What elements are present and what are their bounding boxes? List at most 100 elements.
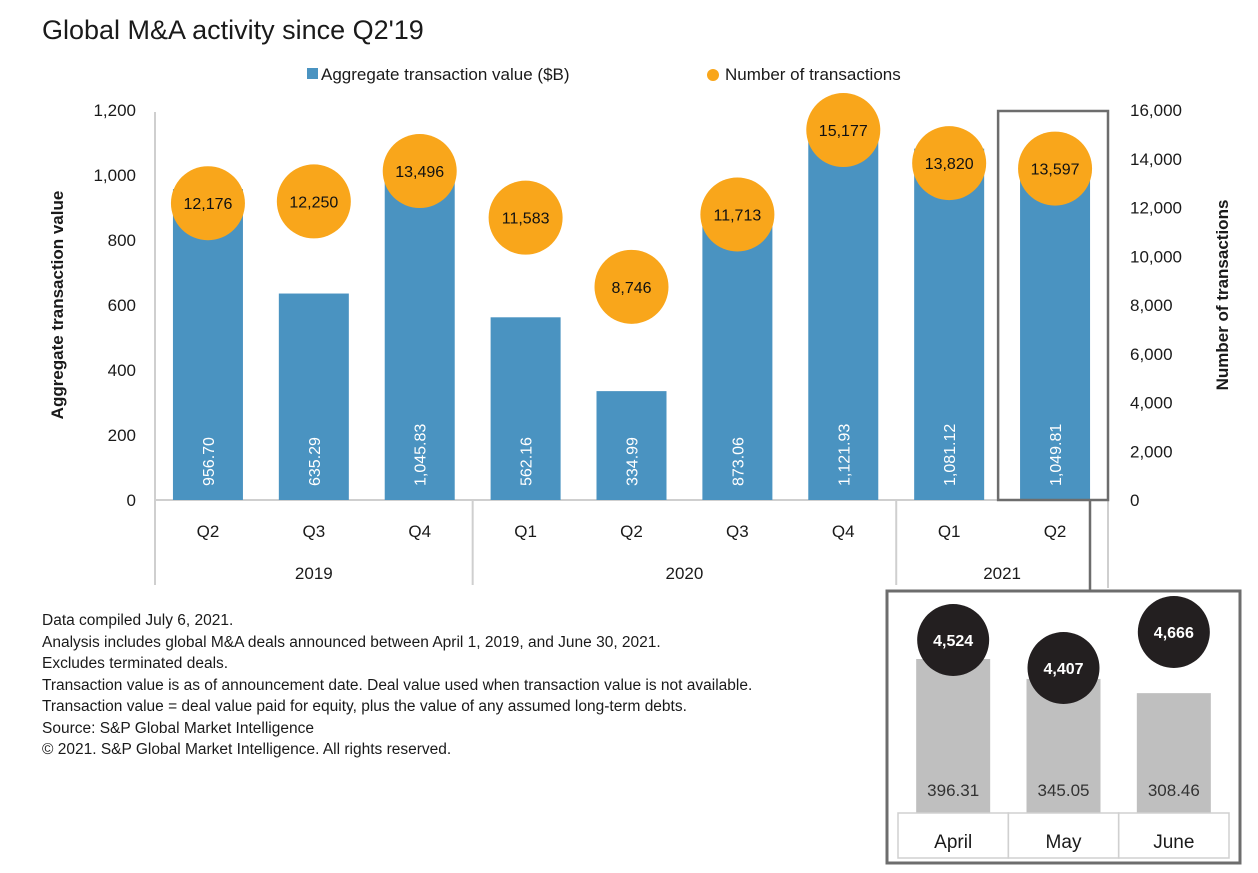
transaction-count-label: 13,820 [925,156,974,173]
y-tick-label: 1,200 [93,101,136,120]
x-category-label: Q3 [726,522,749,541]
transaction-count-label: 11,713 [714,207,762,224]
y2-tick-label: 16,000 [1130,101,1182,120]
x-category-label: Q2 [197,522,220,541]
note-line: Transaction value = deal value paid for … [42,698,687,715]
bar-value-label: 1,049.81 [1048,424,1065,486]
bar-value-label: 1,121.93 [836,424,853,486]
transaction-count-label: 11,583 [502,211,550,228]
y2-tick-label: 8,000 [1130,296,1173,315]
transaction-count-dot [806,93,881,168]
x-category-label: Q4 [408,522,431,541]
y-tick-label: 400 [108,361,136,380]
bar-value-label: 956.70 [201,437,218,486]
x-axis: Q2 Q3 Q4 Q1 Q2 Q3 Q4 Q1 Q2 2019 2020 2021 [197,109,1110,591]
y-tick-label: 1,000 [93,166,136,185]
bar [808,135,879,501]
y-axis-title: Aggregate transaction value [48,191,67,420]
inset-category-label: April [934,832,972,853]
note-line: Analysis includes global M&A deals annou… [42,633,661,651]
y2-axis-title: Number of transactions [1213,200,1232,391]
note-line: Excludes terminated deals. [42,655,229,672]
bar-value-label: 1,045.83 [413,424,430,486]
highlight-box [996,109,1110,502]
transaction-count-dot [276,164,351,239]
y2-tick-label: 12,000 [1130,199,1182,218]
transaction-count-dot [912,126,987,201]
transaction-count-dot [382,134,457,209]
y-tick-label: 800 [108,231,136,250]
y-tick-label: 200 [108,426,136,445]
transaction-count-dot [488,180,563,255]
inset-category-cell [1117,812,1230,859]
x-category-label: Q1 [938,522,961,541]
y2-tick-label: 2,000 [1130,442,1173,461]
transaction-count-label: 13,597 [1031,162,1080,179]
x-group-label: 2021 [983,564,1021,583]
bar-value-label: 635.29 [307,437,324,486]
bar [278,293,349,500]
x-category-label: Q3 [302,522,325,541]
note-line: Transaction value is as of announcement … [42,676,753,694]
bar [596,391,667,500]
note-line: © 2021. S&P Global Market Intelligence. … [42,741,452,758]
transaction-count-dot [594,249,669,324]
bars: 956.70 635.29 1,045.83 562.16 334.99 873.06 1,… [172,135,1091,501]
y-tick-label: 600 [108,296,136,315]
chart-title: Global M&A activity since Q2'19 [42,15,424,45]
y2-tick-label: 4,000 [1130,394,1173,413]
x-category-label: Q2 [620,522,643,541]
legend-label-count: Number of transactions [725,65,901,84]
bar-value-label: 1,081.12 [942,424,959,486]
bar [384,160,455,500]
x-category-label: Q4 [832,522,855,541]
inset-bar-value-label: 308.46 [1148,781,1200,800]
inset-count-label: 4,407 [1043,661,1083,678]
bar-value-label: 334.99 [625,437,642,486]
bar [172,189,243,500]
transaction-count-dot [700,177,775,252]
legend-label-value: Aggregate transaction value ($B) [321,65,570,84]
inset-category-label: June [1153,832,1194,853]
transaction-count-label: 8,746 [611,280,651,297]
bar-value-label: 562.16 [519,437,536,486]
legend: Aggregate transaction value ($B) Number … [307,65,901,84]
transaction-count-label: 12,250 [289,194,338,211]
transaction-count-dot [170,166,245,241]
legend-dot-swatch-icon [707,69,719,81]
inset-bar [1136,693,1211,813]
x-group-label: 2019 [295,564,333,583]
dots: 12,176 12,250 13,496 11,583 8,746 11,713 15,17… [170,93,1093,324]
bar-value-label: 873.06 [730,437,747,486]
bar [702,216,773,500]
transaction-count-label: 13,496 [395,164,444,181]
inset-count-label: 4,666 [1154,625,1194,642]
inset-bar [916,659,991,813]
bar [914,148,985,501]
inset-count-dot [917,604,990,676]
legend-bar-swatch-icon [307,68,318,79]
chart-notes: Data compiled July 6, 2021. Analysis inc… [42,610,882,761]
inset-count-dot [1137,596,1210,668]
x-category-label: Q2 [1044,522,1067,541]
transaction-count-label: 12,176 [183,196,232,213]
inset-bar-value-label: 396.31 [927,781,979,800]
inset-bar-value-label: 345.05 [1038,781,1090,800]
inset-chart: 396.31 4,524 April 345.05 4,407 May 308.46 4,66… [885,589,1242,865]
inset-count-label: 4,524 [933,633,973,650]
inset-category-label: May [1046,832,1082,853]
x-category-label: Q1 [514,522,537,541]
y2-tick-label: 10,000 [1130,247,1182,266]
transaction-count-label: 15,177 [819,123,868,140]
bar [1020,158,1091,500]
note-line: Source: S&P Global Market Intelligence [42,719,314,737]
y2-tick-label: 14,000 [1130,150,1182,169]
x-group-label: 2020 [666,564,704,583]
y-tick-label: 0 [127,491,136,510]
y2-tick-label: 0 [1130,491,1139,510]
y2-tick-label: 6,000 [1130,345,1173,364]
bar [490,317,561,500]
inset-count-dot [1027,632,1100,704]
transaction-count-dot [1018,131,1093,206]
